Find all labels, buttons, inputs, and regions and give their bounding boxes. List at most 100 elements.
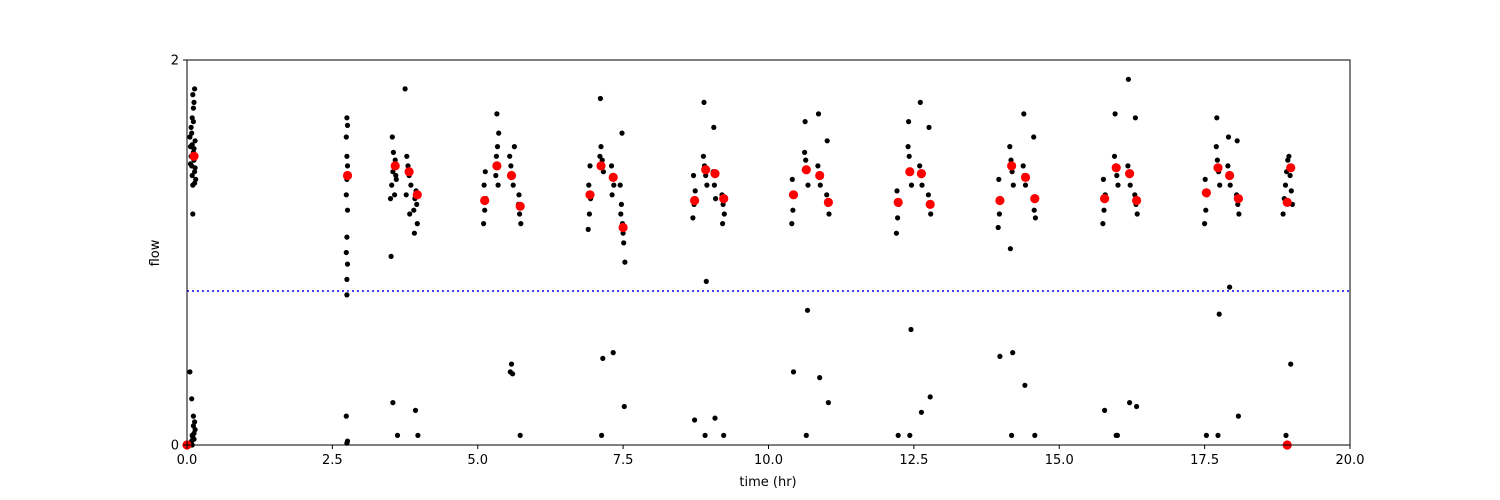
flow-data-point [187, 369, 193, 375]
summary-data-point [596, 161, 606, 171]
flow-data-point [692, 417, 698, 423]
flow-data-point [344, 261, 351, 267]
flow-data-point [389, 134, 395, 140]
flow-data-point [394, 432, 401, 438]
flow-data-point [703, 172, 709, 179]
flow-data-point [191, 430, 197, 436]
flow-data-point [1227, 182, 1233, 188]
flow-data-point [390, 149, 396, 155]
flow-data-point [690, 172, 697, 179]
flow-data-point [1214, 115, 1220, 121]
flow-data-point [1010, 182, 1016, 188]
x-tick-label: 17.5 [1190, 453, 1219, 468]
flow-data-point [1203, 432, 1209, 438]
summary-data-point [893, 197, 903, 207]
flow-data-point [187, 134, 193, 140]
flow-data-point [1125, 76, 1131, 82]
summary-data-point [815, 170, 825, 181]
flow-data-point [1032, 432, 1038, 438]
flow-data-point [1288, 188, 1294, 194]
flow-data-point [403, 192, 409, 198]
flow-data-point [1202, 176, 1208, 182]
flow-data-point [344, 163, 351, 169]
summary-data-point [1020, 172, 1031, 182]
flow-data-point [1235, 413, 1241, 419]
flow-data-point [586, 182, 592, 188]
flow-data-point [344, 292, 350, 298]
flow-data-point [393, 172, 399, 179]
flow-data-point [190, 423, 196, 429]
summary-data-point [585, 190, 595, 200]
flow-data-point [996, 211, 1003, 217]
flow-data-point [344, 115, 350, 121]
flow-data-point [1007, 144, 1013, 150]
flow-data-point [609, 192, 615, 198]
flow-data-point [188, 124, 194, 130]
flow-data-point [343, 134, 349, 140]
flow-data-point [721, 432, 727, 438]
summary-data-point [189, 151, 199, 161]
summary-data-point [618, 222, 628, 233]
flow-data-point [1202, 221, 1208, 227]
flow-data-point [1225, 163, 1231, 169]
summary-data-point [1225, 170, 1235, 181]
flow-data-point [1227, 284, 1233, 290]
flow-data-point [1101, 207, 1107, 213]
summary-data-point [788, 190, 799, 200]
flow-data-point [824, 138, 830, 144]
summary-data-point [801, 165, 811, 175]
flow-data-point [189, 172, 195, 179]
flow-data-point [587, 163, 593, 169]
flow-data-point [404, 153, 410, 159]
flow-data-point [1132, 115, 1138, 121]
flow-data-point [192, 165, 198, 171]
summary-data-point [1233, 194, 1243, 204]
flow-data-point [585, 226, 591, 232]
flow-data-point [622, 259, 628, 265]
summary-data-point [342, 170, 353, 181]
flow-data-point [621, 240, 627, 246]
flow-data-point [805, 182, 811, 188]
summary-data-point [710, 169, 720, 179]
flow-data-point [906, 153, 912, 159]
flow-data-point [711, 124, 717, 130]
flow-data-point [690, 215, 696, 221]
flow-data-point [704, 182, 710, 188]
summary-data-point [608, 172, 618, 182]
summary-data-point [480, 195, 490, 206]
flow-data-point [1100, 221, 1106, 227]
flow-data-point [803, 432, 809, 438]
flow-data-point [190, 434, 196, 440]
flow-data-point [621, 403, 627, 410]
flow-data-point [1213, 144, 1219, 150]
flow-data-point [1286, 153, 1292, 159]
flow-data-point [917, 163, 923, 169]
flow-data-point [1022, 382, 1028, 388]
flow-data-point [1125, 163, 1131, 169]
flow-data-point [192, 169, 198, 175]
flow-data-point [387, 196, 394, 202]
flow-data-point [411, 207, 417, 213]
summary-data-point [995, 195, 1005, 206]
flow-data-point [926, 124, 932, 130]
flow-data-point [191, 99, 197, 105]
flow-data-point [895, 432, 901, 438]
flow-data-point [1020, 163, 1026, 169]
flow-data-point [407, 211, 413, 217]
flow-data-point [908, 182, 915, 188]
summary-data-point [905, 167, 915, 177]
flow-data-point [392, 192, 398, 198]
flow-data-point [1010, 350, 1016, 356]
flow-data-point [617, 182, 623, 188]
flow-data-point [481, 221, 487, 227]
y-axis-label: flow [148, 239, 163, 266]
flow-data-point [599, 432, 605, 438]
flow-data-point [390, 400, 396, 406]
flow-data-point [692, 188, 698, 194]
flow-data-point [1115, 182, 1121, 188]
flow-data-point [703, 278, 709, 284]
summary-data-point [916, 169, 927, 179]
flow-data-point [408, 182, 414, 188]
flow-data-point [344, 153, 350, 159]
flow-data-point [481, 182, 487, 188]
